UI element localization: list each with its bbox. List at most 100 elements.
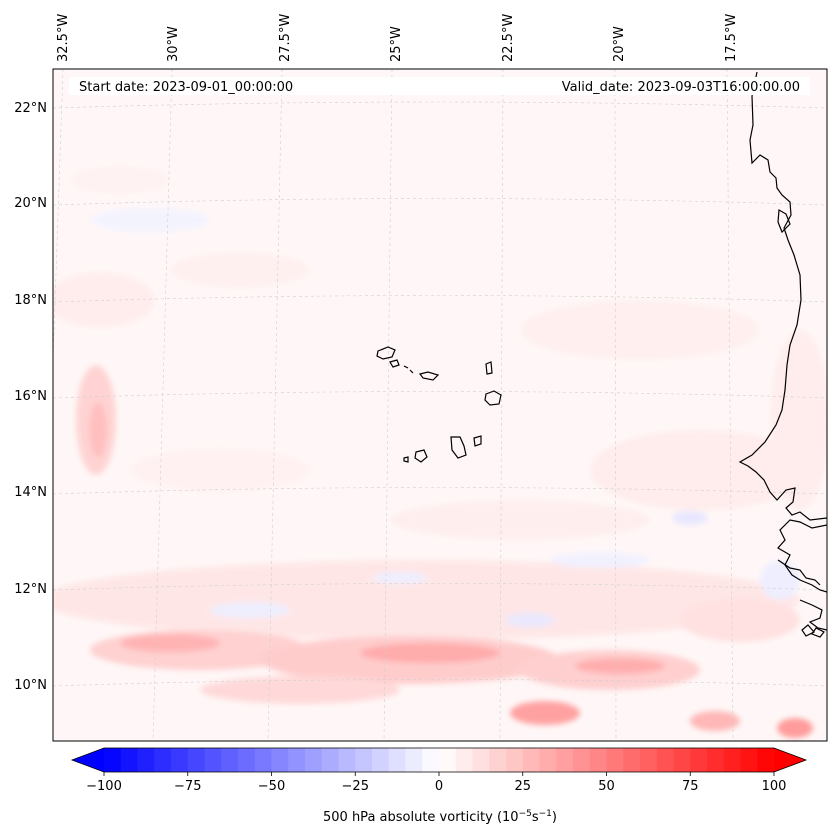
lon-gridline [383, 69, 393, 741]
coastline-bijagos [799, 599, 827, 631]
start-date-label: Start date: 2023-09-01_00:00:00 [79, 80, 293, 95]
vorticity-patch [770, 330, 827, 510]
colorbar-cell [723, 748, 742, 772]
vorticity-patch-negative [90, 208, 210, 232]
island-sao-vicente [389, 359, 400, 368]
colorbar-cell [589, 748, 608, 772]
colorbar-tick-label: −50 [258, 779, 285, 794]
vorticity-patch [777, 718, 813, 738]
lat-gridline [53, 198, 827, 206]
colorbar-tick-label: 0 [435, 779, 443, 794]
colorbar-cell [137, 748, 155, 772]
vorticity-patch-negative [672, 511, 708, 525]
lat-label: 18°N [14, 293, 47, 308]
colorbar-cell [573, 748, 591, 772]
coastline [376, 71, 827, 638]
colorbar-cell [388, 748, 407, 772]
vorticity-patch-negative [505, 613, 555, 627]
colorbar-cell [757, 748, 775, 772]
colorbar-tick-label: −25 [342, 779, 369, 794]
lat-gridline [53, 391, 827, 399]
colorbar-cell [489, 748, 507, 772]
lon-label: 30°W [166, 26, 181, 62]
map-frame [52, 68, 828, 742]
colorbar-cell [656, 748, 675, 772]
coastline-rivers [777, 559, 821, 586]
colorbar-cell [690, 748, 708, 772]
colorbar-cell [305, 748, 323, 772]
colorbar-tick-label: 25 [514, 779, 531, 794]
vorticity-field [53, 166, 827, 738]
lat-gridline [53, 295, 827, 303]
island-santiago [450, 436, 467, 459]
vorticity-patch-negative [760, 560, 800, 600]
island-sao-nicolau [418, 371, 440, 381]
valid-date-label: Valid_date: 2023-09-03T16:00:00.00 [562, 80, 800, 95]
colorbar-cell [288, 748, 306, 772]
lon-label: 25°W [389, 26, 404, 62]
colorbar-cell [271, 748, 289, 772]
lon-gridline [267, 69, 283, 741]
colorbar-extend-max [774, 748, 806, 772]
colorbar-tick-label: −75 [174, 779, 201, 794]
lat-label: 14°N [14, 485, 47, 500]
colorbar-cell [120, 748, 139, 772]
colorbar-cell [472, 748, 490, 772]
island-maio [473, 435, 482, 447]
vorticity-patch [575, 658, 665, 674]
colorbar-cells [104, 748, 775, 772]
lat-gridline [53, 679, 827, 687]
lon-gridline [499, 69, 504, 741]
colorbar-tick-label: 50 [598, 779, 615, 794]
colorbar-cell [455, 748, 474, 772]
lat-gridline [53, 101, 827, 109]
colorbar-cell [556, 748, 574, 772]
colorbar-cell [254, 748, 273, 772]
lat-gridline [53, 487, 827, 495]
vorticity-patch [53, 560, 800, 640]
colorbar-ticks: −100 −75 −50 −25 0 25 50 75 100 [86, 772, 786, 794]
colorbar-cell [522, 748, 541, 772]
lon-gridline [152, 69, 173, 741]
vorticity-patch [170, 252, 310, 288]
colorbar-cell [355, 748, 373, 772]
colorbar-label: 500 hPa absolute vorticity (10−5s−1) [323, 809, 557, 825]
lat-gridline [53, 583, 827, 591]
longitude-labels: 32.5°W 30°W 27.5°W 25°W 22.5°W 20°W 17.5… [56, 14, 739, 62]
vorticity-patch [690, 711, 740, 731]
colorbar-cell [623, 748, 641, 772]
colorbar-cell [422, 748, 440, 772]
island-santo-antao [376, 346, 396, 360]
vorticity-patch [680, 598, 800, 642]
island-fogo [414, 449, 428, 463]
vorticity-patch [130, 448, 310, 492]
colorbar-tick-label: 75 [682, 779, 699, 794]
colorbar-cell [405, 748, 423, 772]
vorticity-patch [520, 300, 760, 360]
island-santa-luzia [403, 365, 409, 369]
map-panel: Start date: 2023-09-01_00:00:00 Valid_da… [52, 68, 828, 742]
vorticity-patch [510, 701, 580, 725]
colorbar-cell [187, 748, 206, 772]
colorbar-cell [221, 748, 239, 772]
colorbar-cell [321, 748, 340, 772]
colorbar-cell [673, 748, 691, 772]
lat-label: 16°N [14, 389, 47, 404]
colorbar-cell [154, 748, 172, 772]
island-raso [409, 369, 414, 374]
coastline-africa [738, 71, 827, 521]
colorbar-cell [338, 748, 356, 772]
colorbar: −100 −75 −50 −25 0 25 50 75 100 500 hPa absolute… [70, 747, 808, 825]
lat-label: 22°N [14, 101, 47, 116]
lon-gridline [614, 69, 617, 741]
coastline-banc-arguin [777, 209, 791, 234]
colorbar-cell [606, 748, 624, 772]
header-strip [69, 77, 810, 95]
vorticity-patch-negative [372, 572, 428, 584]
graticule [53, 69, 827, 741]
colorbar-cell [539, 748, 557, 772]
colorbar-cell [740, 748, 758, 772]
vorticity-patch [590, 430, 810, 510]
vorticity-patch [390, 500, 650, 540]
vorticity-patch [70, 166, 170, 194]
